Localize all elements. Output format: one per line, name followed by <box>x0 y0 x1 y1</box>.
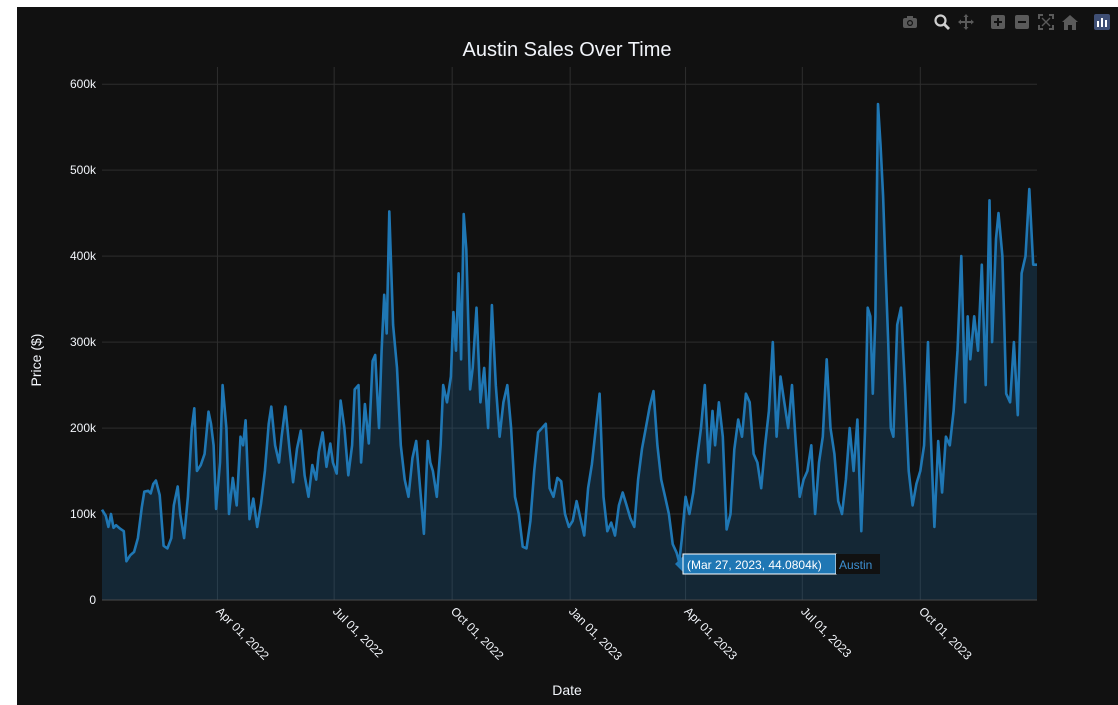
hover-pointer <box>675 556 683 572</box>
x-tick-label: Jan 01, 2023 <box>566 604 625 663</box>
series-area-austin <box>102 104 1037 600</box>
y-tick-label: 600k <box>70 77 97 91</box>
hover-tooltip: (Mar 27, 2023, 44.0804k) Austin <box>675 553 880 575</box>
modebar <box>896 12 1112 32</box>
hover-label-text: (Mar 27, 2023, 44.0804k) <box>687 558 822 572</box>
y-tick-label: 400k <box>70 249 97 263</box>
pan-icon[interactable] <box>956 12 976 32</box>
hover-series-name: Austin <box>839 558 872 572</box>
x-tick-label: Apr 01, 2022 <box>213 604 272 663</box>
y-tick-label: 0 <box>89 593 96 607</box>
autoscale-icon[interactable] <box>1036 12 1056 32</box>
x-tick-label: Jul 01, 2022 <box>330 604 386 660</box>
x-axis-title: Date <box>552 682 582 698</box>
x-tick-label: Apr 01, 2023 <box>681 604 740 663</box>
chart-title: Austin Sales Over Time <box>463 39 672 61</box>
y-tick-label: 100k <box>70 507 97 521</box>
y-tick-label: 300k <box>70 335 97 349</box>
y-tick-label: 500k <box>70 163 97 177</box>
x-tick-label: Oct 01, 2023 <box>916 604 975 663</box>
x-tick-label: Jul 01, 2023 <box>798 604 854 660</box>
camera-icon[interactable] <box>900 12 920 32</box>
plotly-logo-icon[interactable] <box>1092 12 1112 32</box>
y-tick-label: 200k <box>70 421 97 435</box>
series-line-layer <box>100 102 1037 564</box>
home-icon[interactable] <box>1060 12 1080 32</box>
area-fill-layer <box>102 104 1037 600</box>
zoom-out-icon[interactable] <box>1012 12 1032 32</box>
series-line-austin[interactable] <box>100 102 1037 564</box>
grid <box>102 67 1037 601</box>
chart-svg: 0 100k 200k 300k 400k 500k 600k Apr 01, 2022 Jul… <box>28 39 1037 698</box>
zoom-icon[interactable] <box>932 12 952 32</box>
zoom-in-icon[interactable] <box>988 12 1008 32</box>
plot-container: 0 100k 200k 300k 400k 500k 600k Apr 01, 2022 Jul… <box>17 7 1118 705</box>
y-axis-title: Price ($) <box>28 334 44 387</box>
x-tick-label: Oct 01, 2022 <box>448 604 507 663</box>
hover-series-box <box>836 554 880 574</box>
